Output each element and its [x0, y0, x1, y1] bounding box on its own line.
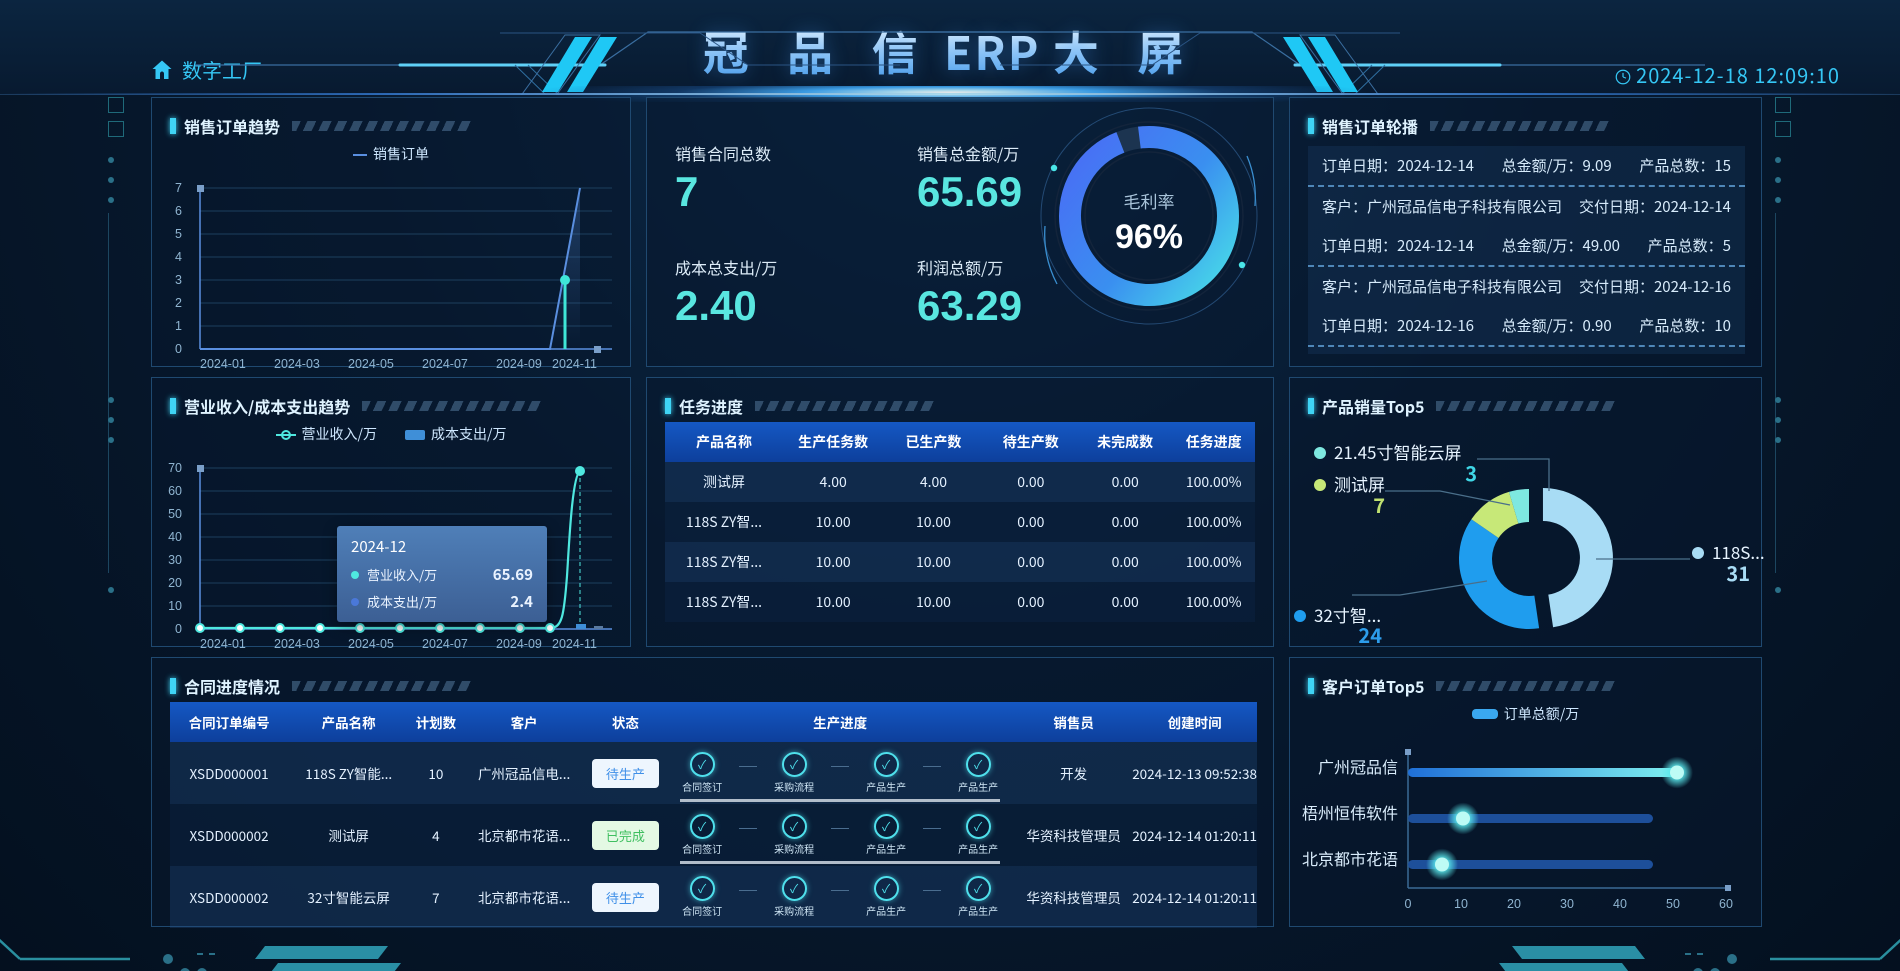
svg-text:50: 50 [168, 507, 182, 521]
svg-text:6: 6 [175, 204, 182, 218]
svg-text:2024-09: 2024-09 [496, 357, 542, 371]
svg-text:2024-07: 2024-07 [422, 637, 468, 651]
svg-text:40: 40 [168, 530, 182, 544]
svg-text:毛利率: 毛利率 [1124, 188, 1175, 213]
svg-text:广州冠品信: 广州冠品信 [1318, 754, 1398, 778]
svg-text:0: 0 [1405, 897, 1412, 911]
svg-text:2024-07: 2024-07 [422, 357, 468, 371]
svg-text:4: 4 [175, 250, 182, 264]
svg-text:2024-03: 2024-03 [274, 637, 320, 651]
svg-text:2024-11: 2024-11 [552, 637, 597, 651]
svg-text:30: 30 [168, 553, 182, 567]
svg-text:2: 2 [175, 296, 182, 310]
svg-text:21.45寸智能云屏: 21.45寸智能云屏 [1334, 439, 1461, 464]
svg-text:2024-05: 2024-05 [348, 637, 394, 651]
svg-text:北京都市花语: 北京都市花语 [1302, 846, 1398, 870]
svg-text:2024-03: 2024-03 [274, 357, 320, 371]
svg-text:10: 10 [1454, 897, 1468, 911]
svg-text:31: 31 [1726, 558, 1750, 587]
svg-text:5: 5 [175, 227, 182, 241]
svg-text:3: 3 [1465, 458, 1477, 487]
svg-text:2024-01: 2024-01 [200, 357, 246, 371]
svg-text:70: 70 [168, 461, 182, 475]
svg-text:梧州恒伟软件: 梧州恒伟软件 [1302, 800, 1398, 824]
svg-text:0: 0 [175, 622, 182, 636]
svg-text:96%: 96% [1115, 218, 1183, 256]
svg-text:0: 0 [175, 342, 182, 356]
svg-text:20: 20 [168, 576, 182, 590]
svg-text:2024-11: 2024-11 [552, 357, 597, 371]
svg-text:60: 60 [168, 484, 182, 498]
svg-text:2024-09: 2024-09 [496, 637, 542, 651]
svg-text:10: 10 [168, 599, 182, 613]
svg-text:2024-05: 2024-05 [348, 357, 394, 371]
svg-text:1: 1 [175, 319, 182, 333]
svg-text:7: 7 [175, 181, 182, 195]
svg-text:2024-01: 2024-01 [200, 637, 246, 651]
svg-text:24: 24 [1358, 620, 1382, 648]
svg-text:3: 3 [175, 273, 182, 287]
svg-text:7: 7 [1373, 490, 1385, 519]
